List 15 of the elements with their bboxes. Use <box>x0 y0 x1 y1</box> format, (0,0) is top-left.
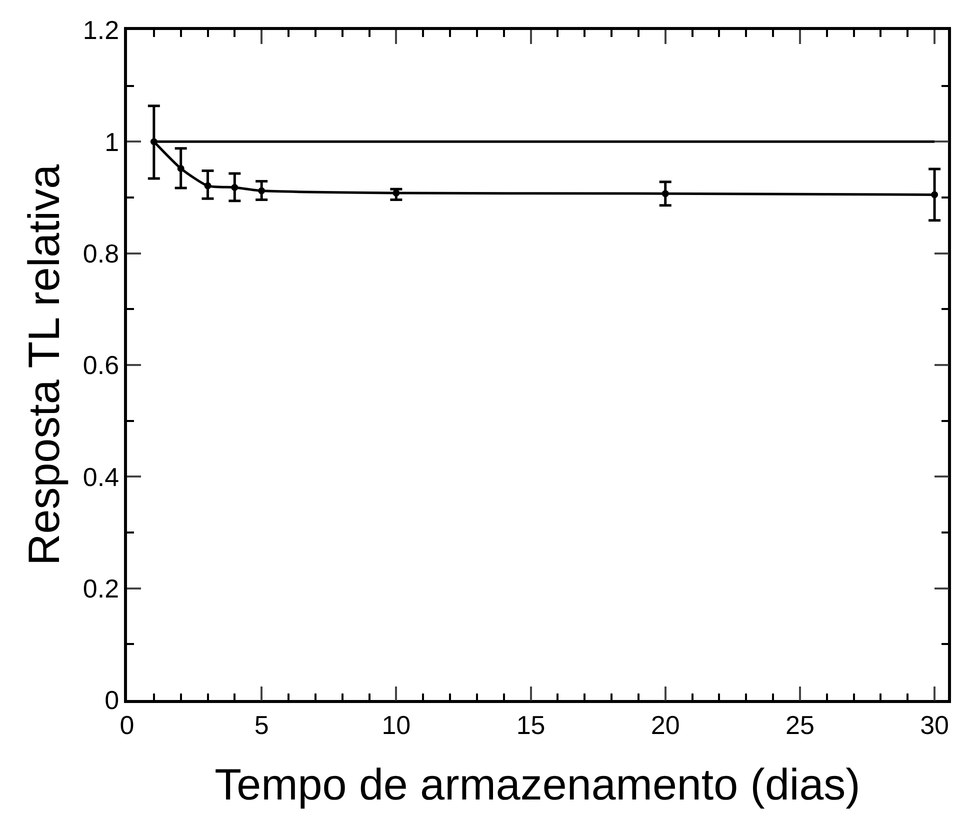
y-axis-title: Resposta TL relativa <box>20 164 69 566</box>
x-axis-title: Tempo de armazenamento (dias) <box>214 760 860 810</box>
x-tick-label: 20 <box>650 710 680 740</box>
y-tick-label: 0.6 <box>82 350 120 380</box>
y-tick-label: 1.2 <box>82 15 120 46</box>
x-tick-label: 10 <box>382 710 411 740</box>
y-tick-label: 0.8 <box>82 238 120 268</box>
y-tick-label: 0.4 <box>82 462 120 492</box>
y-tick-label: 0 <box>104 685 120 716</box>
x-tick-label: 25 <box>785 710 814 740</box>
y-tick-label: 1 <box>104 126 120 157</box>
x-tick-label: 30 <box>920 710 949 740</box>
x-tick-label: 15 <box>516 710 546 740</box>
x-tick-label: 5 <box>254 710 269 740</box>
y-tick-label: 0.2 <box>82 573 120 604</box>
